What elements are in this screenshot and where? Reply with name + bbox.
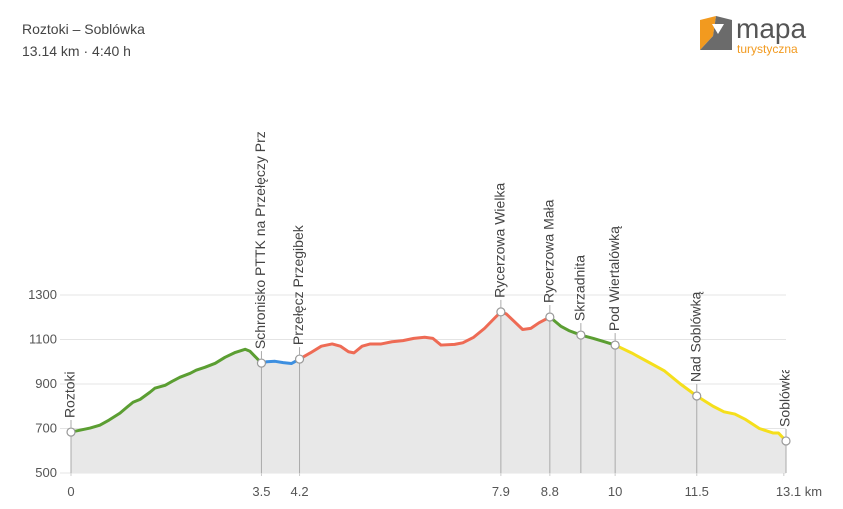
x-tick-label: 11.5 <box>685 484 709 499</box>
elevation-line <box>261 357 301 366</box>
chart-subtitle: 13.14 km · 4:40 h <box>22 43 131 59</box>
waypoint-label: Rycerzowa Mała <box>541 199 557 303</box>
elevation-area <box>615 345 786 473</box>
waypoint-label: Pod Wiertalówką <box>606 226 622 331</box>
waypoint-marker <box>692 391 702 401</box>
chart-title: Roztoki – Soblówka <box>22 21 145 37</box>
logo-icon <box>700 16 732 50</box>
y-tick-label: 1300 <box>28 287 57 302</box>
elevation-line <box>298 310 551 361</box>
waypoint-label: Skrzadnita <box>572 255 588 321</box>
waypoint-marker <box>781 436 791 446</box>
elevation-line <box>70 347 263 434</box>
x-tick-label: 4.2 <box>290 484 308 499</box>
y-tick-label: 500 <box>35 465 57 480</box>
logo: mapa turystyczna <box>700 13 806 56</box>
elevation-area <box>549 317 616 473</box>
x-tick-label: 3.5 <box>252 484 270 499</box>
waypoint-marker <box>66 427 76 437</box>
logo-text: mapa <box>736 13 806 44</box>
waypoint-marker <box>576 330 586 340</box>
waypoint-label: Nad Soblówką <box>687 292 703 382</box>
logo-subtext: turystyczna <box>737 42 798 56</box>
waypoint-marker <box>256 358 267 368</box>
y-tick-label: 700 <box>35 421 57 436</box>
x-tick-label: 7.9 <box>492 484 510 499</box>
waypoint-label: Roztoki <box>62 371 78 418</box>
elevation-area <box>71 349 262 473</box>
x-tick-label: 10 <box>608 484 622 499</box>
y-tick-label: 900 <box>35 376 57 391</box>
logo-icon <box>712 24 724 34</box>
waypoint-marker <box>496 307 506 317</box>
waypoint-label: Soblówka <box>777 366 793 427</box>
elevation-area <box>299 311 550 473</box>
x-tick-label: 0 <box>67 484 74 499</box>
elevation-area <box>261 359 300 473</box>
waypoint-label: Rycerzowa Wielka <box>492 183 508 298</box>
waypoint-marker <box>294 354 305 364</box>
logo-icon <box>700 16 716 50</box>
waypoint-marker <box>610 340 620 350</box>
waypoint-label: Schronisko PTTK na Przełęczy Prz <box>252 131 268 349</box>
elevation-line <box>614 343 788 442</box>
waypoint-marker <box>545 312 555 322</box>
waypoint-label: Przełęcz Przegibek <box>290 224 306 345</box>
y-tick-label: 1100 <box>29 332 57 347</box>
plot: 500 700 900 1100 1300 0 3.5 4.2 7.9 8.8 10 11.5 13.1… <box>28 131 822 499</box>
x-tick-label: 8.8 <box>541 484 559 499</box>
x-tick-label: 13.1 km <box>776 484 822 499</box>
